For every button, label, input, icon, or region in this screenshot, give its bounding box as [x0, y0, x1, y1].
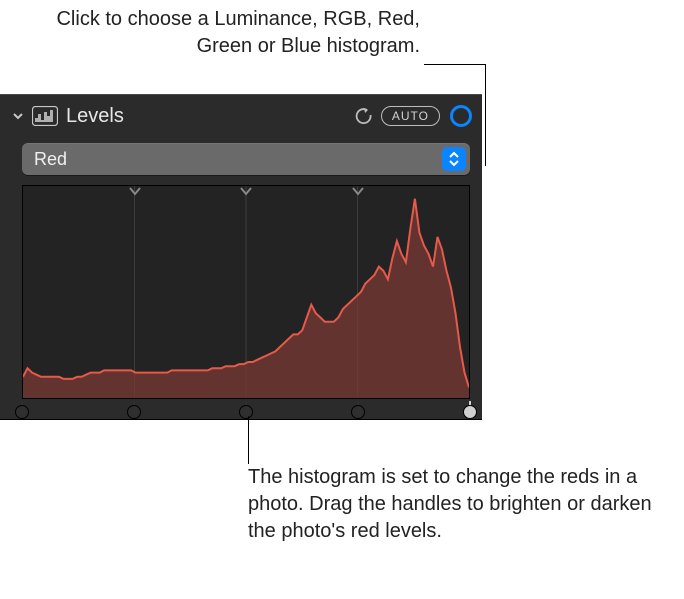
callout-bottom: The histogram is set to change the reds … — [248, 464, 658, 545]
callout-top-leader-h — [424, 64, 485, 65]
top-marker[interactable] — [351, 186, 365, 196]
channel-dropdown[interactable]: Red — [22, 143, 470, 175]
callout-bottom-leader — [248, 416, 249, 464]
channel-dropdown-label: Red — [34, 149, 442, 170]
level-handle[interactable] — [462, 401, 478, 417]
reset-icon[interactable] — [353, 105, 375, 127]
level-handle[interactable] — [238, 401, 254, 417]
level-handle[interactable] — [350, 401, 366, 417]
top-marker[interactable] — [128, 186, 142, 196]
auto-button[interactable]: AUTO — [381, 106, 440, 126]
top-marker[interactable] — [239, 186, 253, 196]
levels-panel: Levels AUTO Red — [0, 94, 482, 420]
enable-ring-icon[interactable] — [450, 105, 472, 127]
histogram-chart[interactable] — [22, 185, 470, 399]
panel-title: Levels — [66, 105, 353, 128]
callout-top-leader-v — [485, 64, 486, 166]
dropdown-stepper-icon[interactable] — [442, 147, 466, 171]
levels-icon — [32, 105, 58, 127]
panel-header: Levels AUTO — [0, 95, 482, 137]
level-handle[interactable] — [126, 401, 142, 417]
disclosure-chevron-icon[interactable] — [10, 108, 26, 124]
handles-row — [22, 399, 470, 417]
callout-top: Click to choose a Luminance, RGB, Red, G… — [20, 6, 420, 60]
level-handle[interactable] — [14, 401, 30, 417]
